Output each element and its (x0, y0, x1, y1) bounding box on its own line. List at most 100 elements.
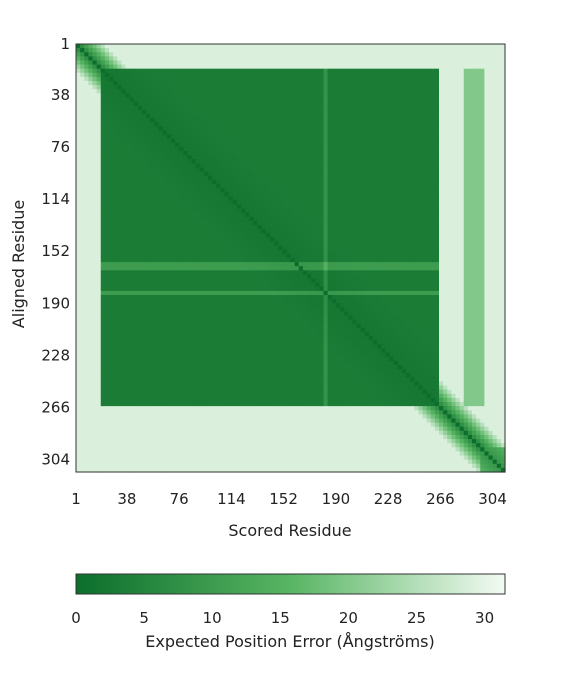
heatmap-cell (348, 188, 353, 193)
heatmap-cell (92, 122, 98, 127)
heatmap-cell (294, 122, 300, 127)
heatmap-cell (368, 151, 374, 156)
heatmap-cell (434, 52, 440, 57)
heatmap-cell (203, 126, 209, 132)
heatmap-cell (249, 56, 254, 62)
heatmap-cell (146, 48, 151, 53)
heatmap-cell (401, 208, 407, 214)
heatmap-cell (236, 208, 242, 214)
heatmap-cell (488, 159, 494, 164)
heatmap-cell (137, 233, 143, 239)
heatmap-cell (327, 105, 333, 111)
heatmap-cell (133, 200, 139, 206)
heatmap-cell (232, 44, 238, 49)
heatmap-cell (265, 175, 271, 181)
heatmap-cell (377, 48, 382, 53)
heatmap-cell (191, 204, 197, 210)
heatmap-cell (216, 48, 221, 53)
heatmap-cell (129, 81, 135, 86)
heatmap-cell (261, 220, 267, 226)
heatmap-cell (84, 212, 89, 218)
heatmap-cell (352, 188, 358, 193)
heatmap-cell (315, 167, 320, 173)
heatmap-cell (463, 44, 469, 49)
heatmap-cell (307, 118, 312, 123)
heatmap-cell (286, 212, 292, 218)
heatmap-cell (426, 142, 432, 148)
heatmap-cell (191, 200, 197, 206)
heatmap-cell (150, 134, 155, 140)
heatmap-cell (104, 122, 110, 127)
heatmap-cell (236, 138, 242, 144)
heatmap-cell (232, 109, 238, 115)
heatmap-cell (269, 48, 275, 53)
heatmap-cell (422, 220, 428, 226)
heatmap-cell (373, 175, 378, 181)
heatmap-cell (241, 159, 246, 164)
heatmap-cell (414, 76, 419, 82)
heatmap-cell (253, 179, 259, 185)
heatmap-cell (142, 220, 147, 226)
heatmap-cell (492, 64, 498, 70)
heatmap-cell (315, 142, 320, 148)
heatmap-cell (434, 216, 440, 222)
heatmap-cell (113, 200, 118, 206)
heatmap-cell (406, 89, 411, 94)
heatmap-cell (302, 76, 308, 82)
heatmap-cell (368, 188, 374, 193)
heatmap-cell (467, 76, 473, 82)
heatmap-cell (282, 179, 287, 185)
heatmap-cell (224, 48, 230, 53)
heatmap-cell (245, 64, 250, 70)
heatmap-cell (265, 225, 271, 230)
heatmap-cell (340, 183, 345, 189)
heatmap-cell (146, 159, 151, 164)
heatmap-cell (133, 44, 139, 49)
heatmap-cell (142, 216, 147, 222)
heatmap-cell (199, 208, 205, 214)
heatmap-cell (410, 151, 415, 156)
heatmap-cell (84, 225, 89, 230)
heatmap-cell (269, 93, 275, 99)
heatmap-cell (377, 225, 382, 230)
heatmap-cell (480, 159, 485, 164)
heatmap-cell (352, 109, 358, 115)
heatmap-cell (290, 113, 296, 119)
heatmap-cell (344, 44, 349, 49)
heatmap-cell (298, 109, 304, 115)
heatmap-cell (315, 188, 320, 193)
heatmap-cell (109, 134, 114, 140)
heatmap-cell (245, 183, 250, 189)
heatmap-cell (80, 81, 85, 86)
heatmap-cell (364, 85, 370, 90)
heatmap-cell (311, 159, 316, 164)
heatmap-cell (84, 192, 89, 197)
heatmap-cell (472, 130, 477, 136)
heatmap-cell (302, 101, 308, 107)
heatmap-cell (166, 89, 172, 94)
heatmap-cell (467, 220, 473, 226)
heatmap-cell (422, 113, 428, 119)
heatmap-cell (463, 225, 469, 230)
heatmap-cell (484, 126, 490, 132)
heatmap-cell (496, 146, 502, 152)
heatmap-cell (228, 93, 234, 99)
heatmap-cell (121, 151, 127, 156)
heatmap-cell (352, 56, 358, 62)
heatmap-cell (496, 155, 502, 160)
heatmap-cell (129, 142, 135, 148)
heatmap-cell (373, 163, 378, 169)
heatmap-cell (245, 142, 250, 148)
heatmap-cell (496, 134, 502, 140)
heatmap-cell (100, 216, 106, 222)
heatmap-cell (109, 85, 114, 90)
heatmap-cell (80, 241, 85, 247)
heatmap-cell (265, 81, 271, 86)
heatmap-cell (430, 89, 436, 94)
heatmap-cell (282, 183, 287, 189)
heatmap-cell (208, 220, 213, 226)
heatmap-cell (352, 216, 358, 222)
heatmap-cell (187, 175, 193, 181)
heatmap-cell (443, 216, 448, 222)
heatmap-cell (212, 216, 217, 222)
